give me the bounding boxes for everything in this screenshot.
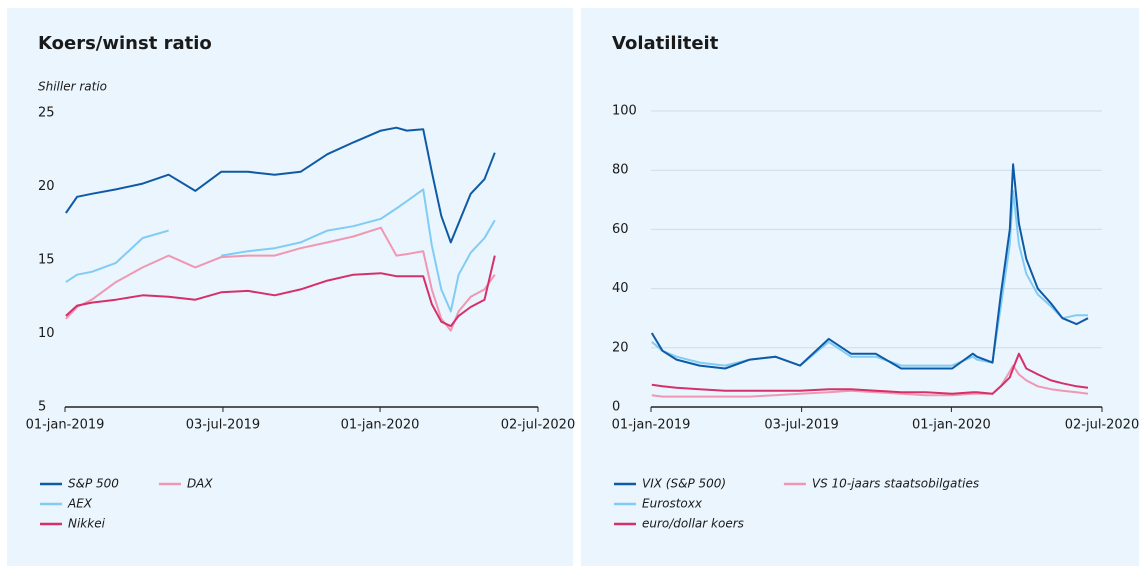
chart-title: Volatiliteit [612, 33, 719, 54]
chart-title: Koers/winst ratio [38, 33, 212, 54]
y-axis-label: Shiller ratio [38, 80, 107, 94]
series-line [651, 189, 1088, 367]
series-line [65, 226, 496, 332]
x-tick-label: 01-jan-2020 [341, 418, 420, 433]
y-tick-label: 60 [612, 222, 629, 237]
series-line [65, 188, 496, 313]
series-line [65, 126, 496, 244]
y-tick-label: 5 [38, 400, 46, 415]
x-tick-label: 03-jul-2019 [186, 418, 260, 433]
legend-label: Nikkei [68, 517, 106, 531]
series-line [651, 352, 1089, 395]
legend-label: Eurostoxx [642, 497, 703, 511]
legend-label: S&P 500 [68, 477, 119, 491]
y-tick-label: 25 [38, 106, 55, 121]
legend-label: DAX [187, 477, 213, 491]
y-tick-label: 0 [612, 400, 620, 415]
x-tick-label: 01-jan-2019 [612, 418, 691, 433]
x-tick-label: 01-jan-2019 [26, 418, 105, 433]
legend-label: euro/dollar koers [642, 517, 744, 531]
series-line [650, 163, 1089, 370]
y-tick-label: 20 [38, 179, 55, 194]
panel [581, 8, 1139, 566]
legend-label: AEX [67, 497, 93, 511]
y-tick-label: 100 [612, 104, 637, 119]
y-tick-label: 10 [38, 326, 55, 341]
series-line [65, 255, 496, 328]
legend-label: VS 10-jaars staatsobilgaties [812, 477, 979, 491]
legend-label: VIX (S&P 500) [642, 477, 726, 491]
x-tick-label: 01-jan-2020 [912, 418, 991, 433]
series-line [651, 364, 1089, 398]
y-tick-label: 20 [612, 340, 629, 355]
y-tick-label: 80 [612, 163, 629, 178]
panel [7, 8, 573, 566]
x-tick-label: 03-jul-2019 [764, 418, 838, 433]
x-tick-label: 02-jul-2020 [1065, 418, 1139, 433]
y-tick-label: 15 [38, 253, 55, 268]
y-tick-label: 40 [612, 281, 629, 296]
x-tick-label: 02-jul-2020 [501, 418, 575, 433]
